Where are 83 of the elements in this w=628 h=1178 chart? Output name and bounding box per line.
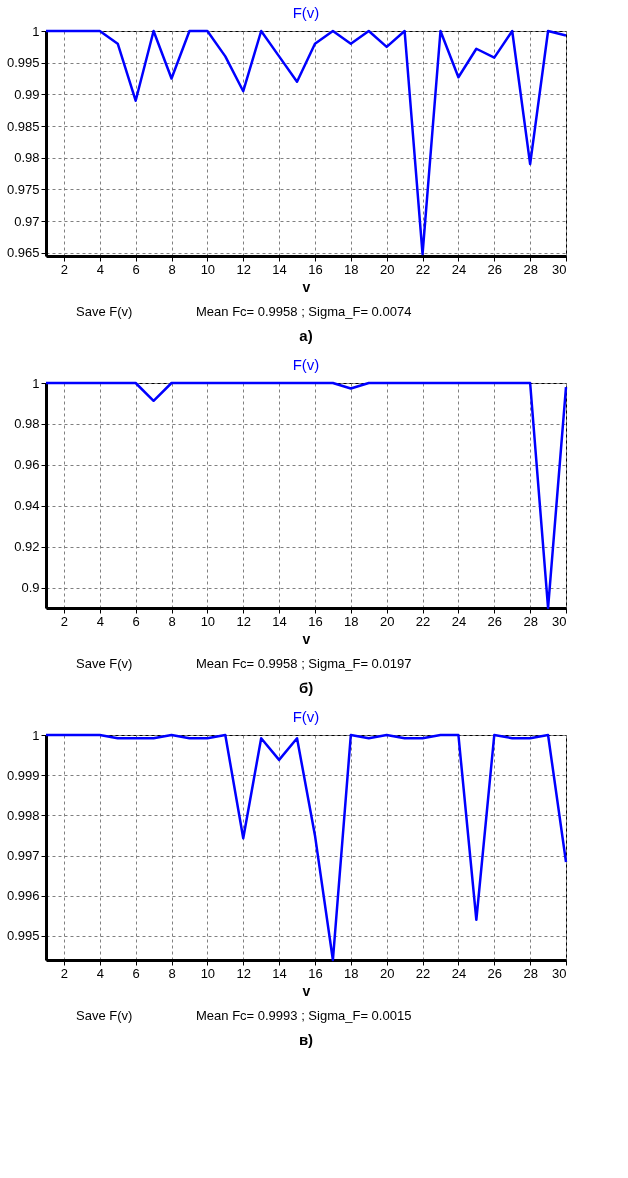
y-tick-label: 1 bbox=[32, 727, 40, 743]
x-tick-label: 22 bbox=[415, 965, 431, 981]
y-tick-label: 0.995 bbox=[6, 55, 40, 71]
x-tick-label: 24 bbox=[451, 613, 467, 629]
x-tick-label: 20 bbox=[379, 261, 395, 277]
y-tick-label: 0.94 bbox=[14, 498, 40, 514]
x-tick-label: 30 bbox=[552, 261, 567, 277]
text: Save F(v) bbox=[76, 304, 133, 319]
x-tick-label: 14 bbox=[272, 965, 287, 981]
y-tick-label: 1 bbox=[32, 375, 40, 391]
text: Mean Fc= 0.9958 ; Sigma_F= 0.0197 bbox=[196, 656, 412, 671]
text: а) bbox=[299, 327, 313, 344]
line-series bbox=[44, 733, 568, 962]
text: Save F(v) bbox=[76, 656, 133, 671]
x-tick-label: 6 bbox=[132, 613, 140, 629]
text: Save F(v) bbox=[76, 1008, 133, 1023]
y-tick-label: 0.995 bbox=[6, 928, 40, 944]
y-tick-label: 0.985 bbox=[6, 118, 40, 134]
x-tick-label: 16 bbox=[308, 965, 323, 981]
y-tick-label: 0.965 bbox=[6, 245, 40, 261]
y-tick-label: 0.996 bbox=[6, 888, 40, 904]
x-tick-label: 2 bbox=[60, 965, 69, 981]
x-tick-label: 6 bbox=[132, 261, 140, 277]
y-tick-label: 1 bbox=[32, 23, 40, 39]
y-tick-label: 0.99 bbox=[14, 86, 40, 102]
x-tick-label: 18 bbox=[344, 261, 359, 277]
x-tick-label: 20 bbox=[379, 965, 395, 981]
line-series bbox=[44, 381, 568, 610]
chart-title: F(v) bbox=[292, 708, 320, 725]
x-tick-label: 22 bbox=[415, 261, 431, 277]
x-tick-label: 28 bbox=[523, 261, 538, 277]
x-tick-label: 24 bbox=[451, 965, 467, 981]
x-tick-label: 4 bbox=[96, 613, 104, 629]
x-tick-label: 6 bbox=[132, 965, 140, 981]
x-tick-label: 16 bbox=[308, 261, 323, 277]
text: б) bbox=[298, 679, 314, 696]
x-tick-label: 12 bbox=[236, 613, 251, 629]
x-tick-label: 12 bbox=[236, 965, 251, 981]
x-tick-label: 24 bbox=[451, 261, 467, 277]
x-tick-label: 10 bbox=[200, 261, 216, 277]
x-axis-title: v bbox=[302, 630, 311, 647]
x-tick-label: 10 bbox=[200, 613, 216, 629]
x-tick-label: 28 bbox=[523, 613, 538, 629]
y-tick-label: 0.92 bbox=[14, 539, 40, 555]
x-tick-label: 26 bbox=[487, 613, 503, 629]
x-tick-label: 20 bbox=[379, 613, 395, 629]
x-tick-label: 30 bbox=[552, 613, 567, 629]
x-tick-label: 12 bbox=[236, 261, 251, 277]
x-tick-label: 2 bbox=[60, 613, 69, 629]
x-tick-label: 8 bbox=[168, 965, 176, 981]
text: Mean Fc= 0.9993 ; Sigma_F= 0.0015 bbox=[196, 1008, 412, 1023]
x-axis-title: v bbox=[302, 982, 311, 999]
x-tick-label: 8 bbox=[168, 261, 176, 277]
x-tick-label: 30 bbox=[552, 965, 567, 981]
x-tick-label: 4 bbox=[96, 965, 104, 981]
x-tick-label: 18 bbox=[344, 965, 359, 981]
y-tick-label: 0.9 bbox=[21, 580, 40, 596]
x-axis-title: v bbox=[302, 278, 311, 295]
x-tick-label: 22 bbox=[415, 613, 431, 629]
x-tick-label: 4 bbox=[96, 261, 104, 277]
text: в) bbox=[298, 1031, 314, 1048]
y-tick-label: 0.97 bbox=[14, 213, 40, 229]
x-tick-label: 14 bbox=[272, 613, 287, 629]
x-tick-label: 10 bbox=[200, 965, 216, 981]
x-tick-label: 16 bbox=[308, 613, 323, 629]
y-tick-label: 0.997 bbox=[6, 848, 40, 864]
text: Mean Fc= 0.9958 ; Sigma_F= 0.0074 bbox=[196, 304, 412, 319]
y-tick-label: 0.998 bbox=[6, 807, 40, 823]
y-tick-label: 0.98 bbox=[14, 150, 40, 166]
x-tick-label: 26 bbox=[487, 261, 503, 277]
y-tick-label: 0.98 bbox=[14, 416, 40, 432]
y-tick-label: 0.96 bbox=[14, 457, 40, 473]
y-tick-label: 0.975 bbox=[6, 181, 40, 197]
x-tick-label: 2 bbox=[60, 261, 69, 277]
x-tick-label: 14 bbox=[272, 261, 287, 277]
x-tick-label: 8 bbox=[168, 613, 176, 629]
chart-title: F(v) bbox=[292, 4, 320, 21]
x-tick-label: 18 bbox=[344, 613, 359, 629]
y-tick-label: 0.999 bbox=[6, 767, 40, 783]
chart-title: F(v) bbox=[292, 356, 320, 373]
x-tick-label: 28 bbox=[523, 965, 538, 981]
line-series bbox=[44, 29, 568, 256]
x-tick-label: 26 bbox=[487, 965, 503, 981]
